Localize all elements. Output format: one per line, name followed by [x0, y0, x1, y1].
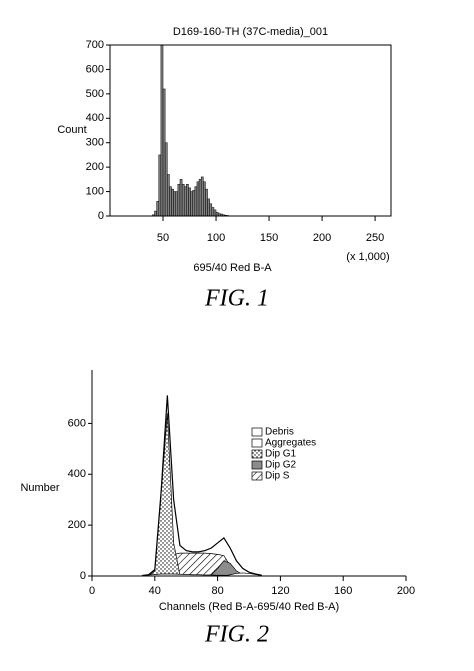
bar [214, 210, 216, 216]
x-tick-label: 80 [211, 585, 223, 597]
legend-label: Dip G1 [265, 449, 297, 460]
bar [197, 182, 199, 216]
bar [216, 212, 218, 216]
bar [163, 89, 165, 216]
bar [182, 184, 184, 216]
chart-title: D169-160-TH (37C-media)_001 [173, 26, 328, 38]
bar [210, 204, 212, 216]
x-tick-label: 120 [271, 585, 289, 597]
bar [205, 189, 207, 216]
legend-label: Dip S [265, 471, 290, 482]
x-tick-label: 160 [334, 585, 352, 597]
legend-swatch [252, 461, 262, 469]
bar [159, 155, 161, 216]
axis-annotation: (x 1,000) [346, 251, 389, 263]
x-axis-label: 695/40 Red B-A [193, 262, 272, 274]
y-tick-label: 600 [86, 63, 104, 75]
x-tick-label: 200 [397, 585, 415, 597]
y-tick-label: 100 [86, 185, 104, 197]
bar [180, 179, 182, 216]
x-tick-label: 150 [260, 232, 278, 244]
bar [161, 45, 163, 216]
legend-swatch [252, 428, 262, 436]
x-axis-label: Channels (Red B-A-695/40 Red B-A) [159, 601, 339, 613]
legend-label: Dip G2 [265, 460, 297, 471]
bar [165, 143, 167, 216]
bar [193, 190, 195, 216]
bar [176, 192, 178, 216]
bar [195, 187, 197, 216]
bar [174, 192, 176, 216]
bar [172, 189, 174, 216]
y-axis-label: Count [57, 124, 86, 136]
y-tick-label: 400 [86, 112, 104, 124]
bar [178, 184, 180, 216]
bar [203, 182, 205, 216]
bar [188, 188, 190, 216]
x-tick-label: 0 [89, 585, 95, 597]
x-tick-label: 250 [366, 232, 384, 244]
y-tick-label: 700 [86, 39, 104, 51]
bar [186, 184, 188, 216]
bar [208, 199, 210, 216]
bar [169, 187, 171, 216]
bar [184, 187, 186, 216]
bar [191, 192, 193, 216]
bar [155, 211, 157, 216]
x-tick-label: 100 [207, 232, 225, 244]
bar [167, 174, 169, 216]
bar [201, 177, 203, 216]
bar [212, 207, 214, 216]
y-tick-label: 500 [86, 88, 104, 100]
figure-caption: FIG. 2 [204, 622, 269, 648]
y-tick-label: 200 [68, 519, 86, 531]
x-tick-label: 40 [149, 585, 161, 597]
bar [157, 201, 159, 216]
legend-label: Aggregates [265, 438, 316, 449]
y-tick-label: 200 [86, 161, 104, 173]
y-tick-label: 0 [98, 210, 104, 222]
bar [199, 179, 201, 216]
legend-swatch [252, 450, 262, 458]
x-tick-label: 50 [157, 232, 169, 244]
y-tick-label: 600 [68, 417, 86, 429]
y-axis-label: Number [20, 482, 59, 494]
legend-label: Debris [265, 427, 294, 438]
legend-swatch [252, 439, 262, 447]
y-tick-label: 300 [86, 137, 104, 149]
figure-caption: FIG. 1 [204, 286, 269, 312]
plot-frame [110, 45, 391, 216]
x-tick-label: 200 [313, 232, 331, 244]
y-tick-label: 400 [68, 468, 86, 480]
y-tick-label: 0 [80, 570, 86, 582]
legend-swatch [252, 472, 262, 480]
